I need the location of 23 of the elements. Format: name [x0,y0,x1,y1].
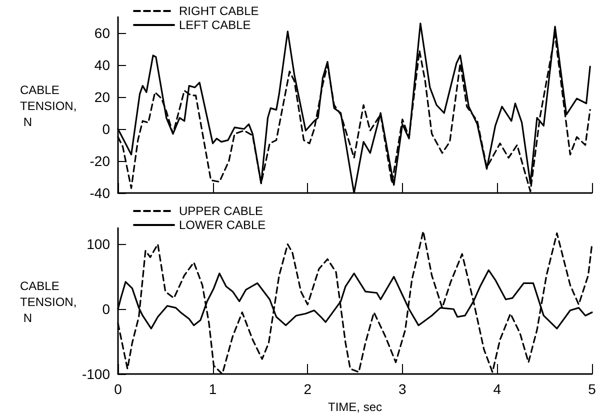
legend-label: UPPER CABLE [179,204,264,218]
y-tick-label: 20 [94,89,110,105]
x-tick-label: 0 [114,381,122,397]
x-tick-label: 3 [398,381,406,397]
line-series [117,230,593,375]
y-axis-title: CABLE TENSION, N [20,279,77,325]
y-tick-label: -100 [82,366,110,382]
x-tick-label: 4 [493,381,502,397]
y-tick-label: -40 [90,185,110,201]
y-tick-label: 60 [94,25,110,41]
legend-label: LOWER CABLE [179,218,266,232]
x-tick-label: 5 [588,381,596,397]
y-tick-label: 0 [102,121,110,137]
legend-label: RIGHT CABLE [179,4,259,18]
x-tick-label: 1 [208,381,217,397]
legend-label: LEFT CABLE [179,18,251,32]
y-tick-label: -20 [90,153,110,169]
x-axis-title: TIME, sec [328,400,382,414]
y-tick-label: 100 [86,236,110,252]
x-tick-label: 2 [304,381,312,397]
y-tick-label: 0 [102,301,110,318]
y-tick-label: 40 [94,57,110,73]
y-axis-title: CABLE TENSION, N [20,83,77,129]
